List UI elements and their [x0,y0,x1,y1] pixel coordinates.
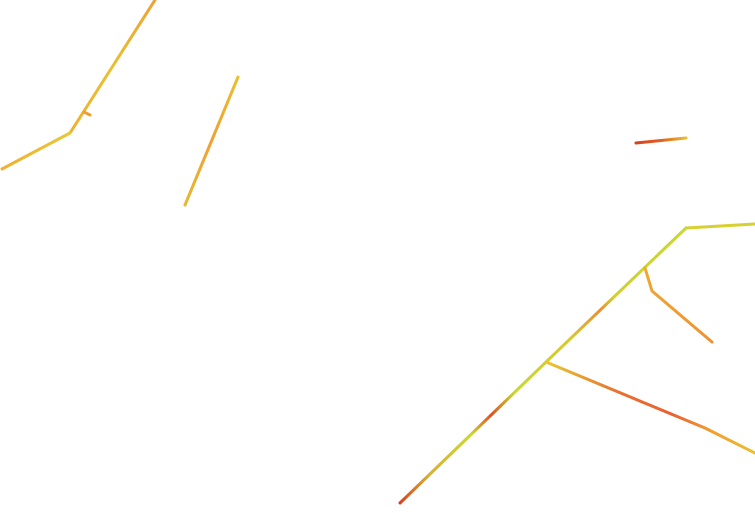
road [643,266,714,344]
road [544,360,755,455]
road [634,136,688,145]
road [0,131,72,171]
road [82,110,92,117]
road [68,0,157,135]
road [684,222,755,230]
road [183,75,240,207]
road [398,226,688,505]
